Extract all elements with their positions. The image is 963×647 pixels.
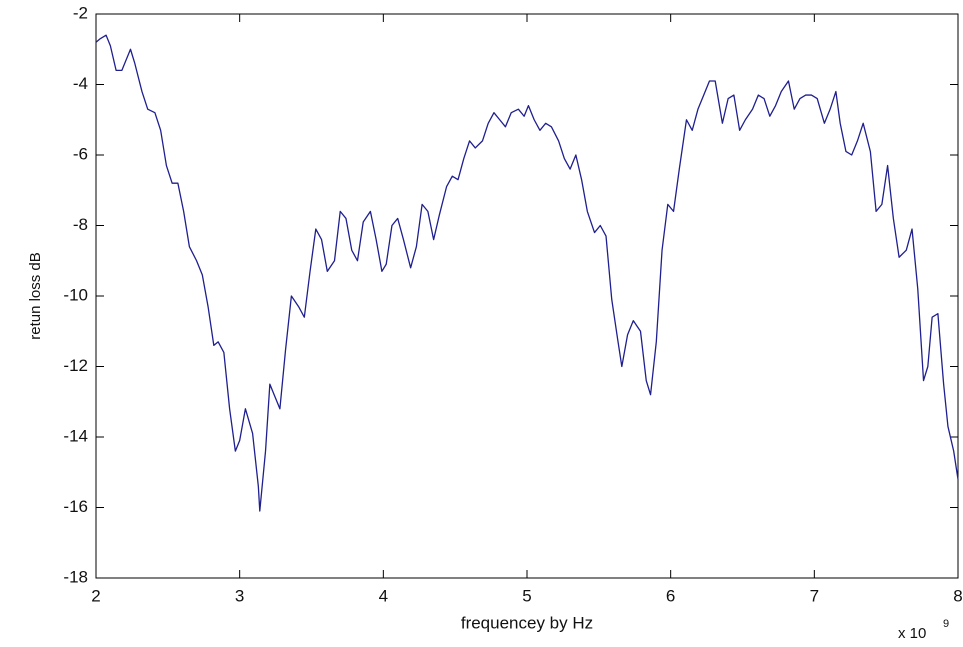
x-tick-label: 7 <box>810 586 819 605</box>
x-tick-label: 4 <box>379 586 388 605</box>
y-tick-label: -2 <box>73 3 88 22</box>
y-tick-label: -12 <box>63 356 88 375</box>
plot-box <box>95 13 959 579</box>
x-tick-label: 6 <box>666 586 675 605</box>
y-tick-label: -4 <box>73 74 88 93</box>
y-tick-label: -6 <box>73 144 88 163</box>
x-multiplier: x 10 <box>898 625 926 642</box>
x-tick-label: 8 <box>953 586 962 605</box>
x-tick-label: 3 <box>235 586 244 605</box>
data-line <box>95 34 959 512</box>
x-tick-label: 5 <box>522 586 531 605</box>
x-axis-label: frequencey by Hz <box>461 613 593 632</box>
x-tick-label: 2 <box>91 586 100 605</box>
y-tick-label: -16 <box>63 497 88 516</box>
y-tick-label: -18 <box>63 567 88 586</box>
y-tick-label: -14 <box>63 426 88 445</box>
y-tick-label: -8 <box>73 215 88 234</box>
y-tick-label: -10 <box>63 285 88 304</box>
y-axis-label: retun loss dB <box>27 252 44 340</box>
x-multiplier-exponent: 9 <box>943 618 949 630</box>
